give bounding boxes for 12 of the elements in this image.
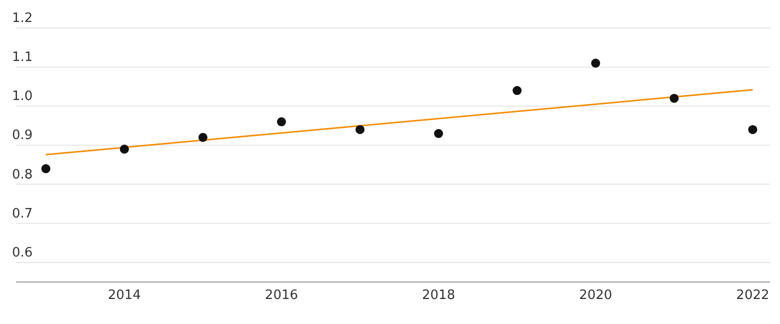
x-tick-label: 2022	[736, 288, 770, 304]
x-tick-label: 2018	[422, 288, 456, 304]
y-tick-label: 0.6	[12, 245, 33, 260]
y-tick-label: 0.9	[12, 128, 33, 144]
x-tick-label: 2016	[264, 288, 298, 304]
y-tick-label: 0.7	[12, 206, 33, 222]
y-tick-label: 1.2	[12, 11, 33, 26]
x-tick-label: 2020	[579, 288, 612, 304]
y-tick-label: 0.8	[12, 167, 33, 182]
y-tick-label: 1.1	[12, 50, 33, 66]
y-tick-label: 1.0	[12, 89, 33, 104]
x-tick-label: 2014	[108, 288, 141, 304]
